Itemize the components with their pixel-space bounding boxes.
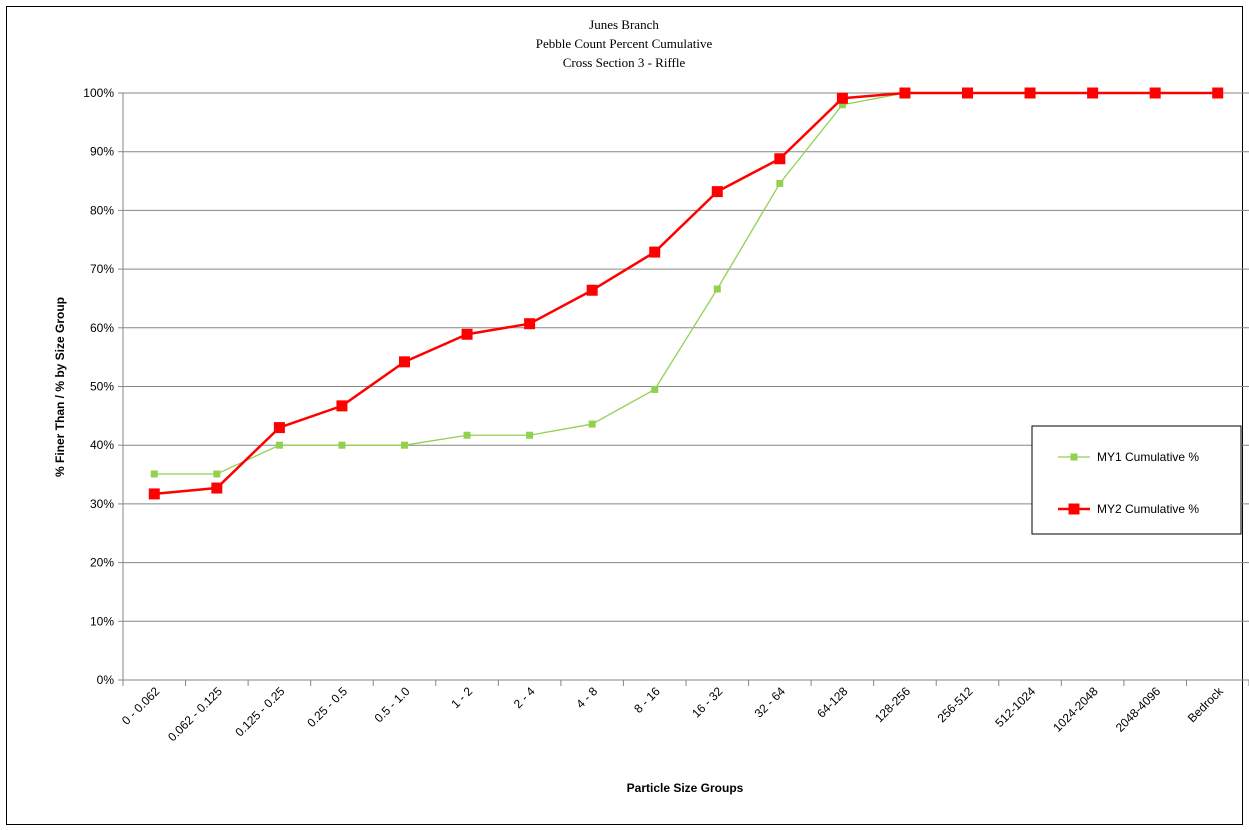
chart-title-line-2: Pebble Count Percent Cumulative — [536, 36, 713, 51]
data-point — [213, 470, 221, 478]
data-point — [211, 482, 223, 494]
data-point — [273, 422, 285, 434]
legend-label-my1: MY1 Cumulative % — [1097, 450, 1199, 464]
legend-marker-my2 — [1068, 503, 1080, 515]
data-point — [838, 101, 846, 109]
data-point — [399, 356, 410, 368]
y-tick-label: 50% — [90, 380, 114, 394]
data-point — [461, 328, 473, 340]
data-point — [401, 441, 408, 449]
data-point — [1024, 87, 1036, 99]
chart-title-line-3: Cross Section 3 - Riffle — [563, 55, 686, 70]
y-tick-label: 90% — [90, 145, 114, 159]
data-series — [148, 87, 1224, 500]
data-point — [150, 470, 158, 478]
data-point — [899, 87, 911, 99]
series-line — [154, 91, 1218, 496]
y-tick-label: 80% — [90, 203, 114, 217]
data-point — [1149, 87, 1161, 99]
data-point — [1087, 87, 1099, 99]
y-tick-label: 60% — [90, 321, 114, 335]
data-point — [776, 179, 784, 187]
data-point — [463, 431, 471, 439]
y-tick-label: 30% — [90, 497, 114, 511]
legend-marker-my1 — [1070, 453, 1078, 461]
data-point — [711, 186, 723, 198]
data-point — [588, 420, 596, 428]
y-axis-label: % Finer Than / % by Size Group — [53, 297, 67, 477]
legend: MY1 Cumulative % MY2 Cumulative % — [1031, 425, 1242, 535]
legend-label-my2: MY2 Cumulative % — [1097, 502, 1199, 516]
legend-box — [1031, 425, 1242, 535]
data-point — [275, 441, 283, 449]
axes — [118, 92, 1249, 686]
data-point — [336, 400, 348, 412]
data-point — [774, 153, 786, 165]
data-point — [836, 92, 848, 104]
data-point — [651, 385, 659, 393]
series-2 — [148, 87, 1224, 500]
data-point — [586, 284, 598, 296]
data-point — [526, 431, 534, 439]
y-tick-label: 10% — [90, 614, 114, 628]
x-axis-label: Particle Size Groups — [627, 781, 744, 795]
data-point — [649, 246, 661, 258]
chart-border — [6, 6, 1243, 825]
data-point — [1212, 87, 1224, 99]
y-tick-label: 20% — [90, 556, 114, 570]
data-point — [148, 488, 160, 500]
chart-title-line-1: Junes Branch — [589, 17, 659, 32]
data-point — [524, 318, 536, 330]
y-tick-label: 100% — [83, 86, 114, 100]
data-point — [962, 87, 973, 99]
y-tick-labels: 0% 10% 20% 30% 40% 50% 60% 70% 80% 90% 100% — [83, 86, 114, 687]
data-point — [713, 285, 721, 293]
data-point — [338, 441, 346, 449]
y-tick-label: 40% — [90, 438, 114, 452]
y-tick-label: 0% — [97, 673, 115, 687]
y-tick-label: 70% — [90, 262, 114, 276]
